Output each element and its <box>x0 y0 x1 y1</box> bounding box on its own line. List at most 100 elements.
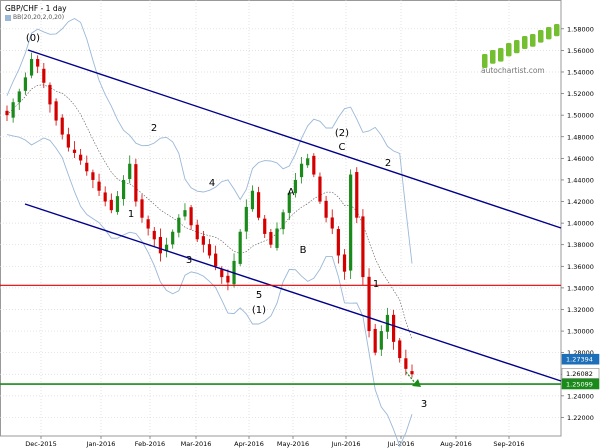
candle-body <box>238 231 242 264</box>
candle-body <box>134 164 138 202</box>
wave-label: 2 <box>385 158 391 169</box>
wave-label: 1 <box>128 209 134 220</box>
candle-body <box>164 244 169 252</box>
candles <box>5 52 414 378</box>
x-tick-label: Jun-2016 <box>330 440 360 448</box>
candle-body <box>201 236 205 245</box>
y-tick-label: 1.36000 <box>567 263 594 271</box>
wave-labels: (0) 1 2 3 4 5 (1) A B C (2) 1 2 3 <box>26 33 427 410</box>
candle-body <box>226 275 230 283</box>
bollinger-swatch <box>5 14 11 21</box>
candle-body <box>91 172 95 180</box>
candle-body <box>103 192 107 202</box>
y-tick-label: 1.58000 <box>567 25 594 33</box>
x-tick-label: Apr-2016 <box>234 440 264 448</box>
candle-body <box>336 229 340 256</box>
price-tag-bg <box>561 368 600 379</box>
x-tick-label: Jan-2016 <box>86 440 116 448</box>
x-tick-label: Mar-2016 <box>181 440 212 448</box>
price-tag-label: 1.26082 <box>566 370 593 378</box>
price-tag-label: 1.25099 <box>566 380 593 388</box>
candle-body <box>410 371 414 375</box>
wave-label: C <box>339 142 346 153</box>
trend-lines <box>0 49 562 385</box>
y-tick-label: 1.38000 <box>567 241 594 249</box>
y-tick-label: 1.44000 <box>567 176 594 184</box>
bollinger-lower <box>6 134 413 448</box>
y-tick-label: 1.30000 <box>567 328 594 336</box>
indicator-label: BB(20,20,2,0,20) <box>13 14 65 21</box>
wave-label: (1) <box>252 305 266 316</box>
candle-body <box>66 134 70 148</box>
candle-body <box>342 254 347 272</box>
y-tick-label: 1.48000 <box>567 133 594 141</box>
candle-body <box>36 59 40 67</box>
candle-body <box>287 192 291 213</box>
logo-bar <box>538 30 544 43</box>
x-tick-label: Sep-2016 <box>493 440 524 448</box>
candle-body <box>121 179 126 200</box>
wave-label: A <box>288 187 295 198</box>
candle-body <box>79 154 83 161</box>
y-tick-label: 1.52000 <box>567 90 594 98</box>
candle-body <box>158 236 163 254</box>
y-tick-label: 1.28000 <box>567 349 594 357</box>
candle-body <box>269 232 273 245</box>
wave-label: (2) <box>335 128 349 139</box>
candle-body <box>244 206 248 232</box>
wave-label: (0) <box>26 33 40 44</box>
x-tick-label: Feb-2016 <box>135 440 165 448</box>
candle-body <box>195 224 199 240</box>
candle-body <box>349 174 353 271</box>
y-tick-label: 1.34000 <box>567 284 594 292</box>
wave-label: 4 <box>209 178 215 189</box>
logo-bar <box>546 27 552 40</box>
candle-body <box>379 331 383 350</box>
logo-bar <box>530 34 536 47</box>
logo-text: autochartist.com <box>481 66 545 75</box>
candle-body <box>72 149 77 153</box>
candle-body <box>29 59 34 76</box>
candle-body <box>330 217 334 229</box>
candle-body <box>306 158 310 166</box>
candle-body <box>189 207 193 226</box>
arrow-head <box>412 379 421 387</box>
x-axis: Dec-2015 Jan-2016 Feb-2016 Mar-2016 Apr-2016… <box>25 0 525 448</box>
x-tick-label: May-2016 <box>277 440 309 448</box>
candle-body <box>275 228 279 248</box>
y-tick-label: 1.40000 <box>567 220 594 228</box>
bollinger-bands <box>6 17 413 448</box>
candle-body <box>312 155 316 175</box>
autochartist-logo <box>482 24 560 68</box>
candle-body <box>11 102 15 118</box>
wave-label: 3 <box>421 399 427 410</box>
y-tick-label: 1.22000 <box>567 414 594 422</box>
candle-body <box>54 101 58 121</box>
y-axis: 1.58000 1.56000 1.54000 1.52000 1.50000 1.480… <box>0 25 594 422</box>
x-tick-label: Aug-2016 <box>440 440 472 448</box>
wave-label: B <box>300 245 307 256</box>
candle-body <box>171 231 175 245</box>
candle-body <box>97 181 101 191</box>
candle-body <box>391 314 396 342</box>
candle-body <box>152 230 156 240</box>
candle-body <box>373 328 377 353</box>
candle-body <box>115 196 120 212</box>
logo-bar <box>554 24 560 37</box>
logo-bar <box>514 40 520 54</box>
price-tag-bg <box>561 353 600 365</box>
bollinger-middle <box>6 84 413 339</box>
wave-label: 3 <box>186 255 192 266</box>
y-tick-label: 1.24000 <box>567 392 594 400</box>
candle-body <box>250 190 255 210</box>
y-tick-label: 1.46000 <box>567 155 594 163</box>
logo-bar <box>506 43 512 57</box>
logo-bar <box>522 36 528 49</box>
candle-body <box>60 117 64 135</box>
candle-body <box>42 68 46 83</box>
bollinger-upper <box>6 17 413 264</box>
price-tags: 1.27394 1.26082 1.25099 <box>561 353 600 390</box>
y-tick-label: 1.42000 <box>567 198 594 206</box>
candle-body <box>367 276 371 332</box>
